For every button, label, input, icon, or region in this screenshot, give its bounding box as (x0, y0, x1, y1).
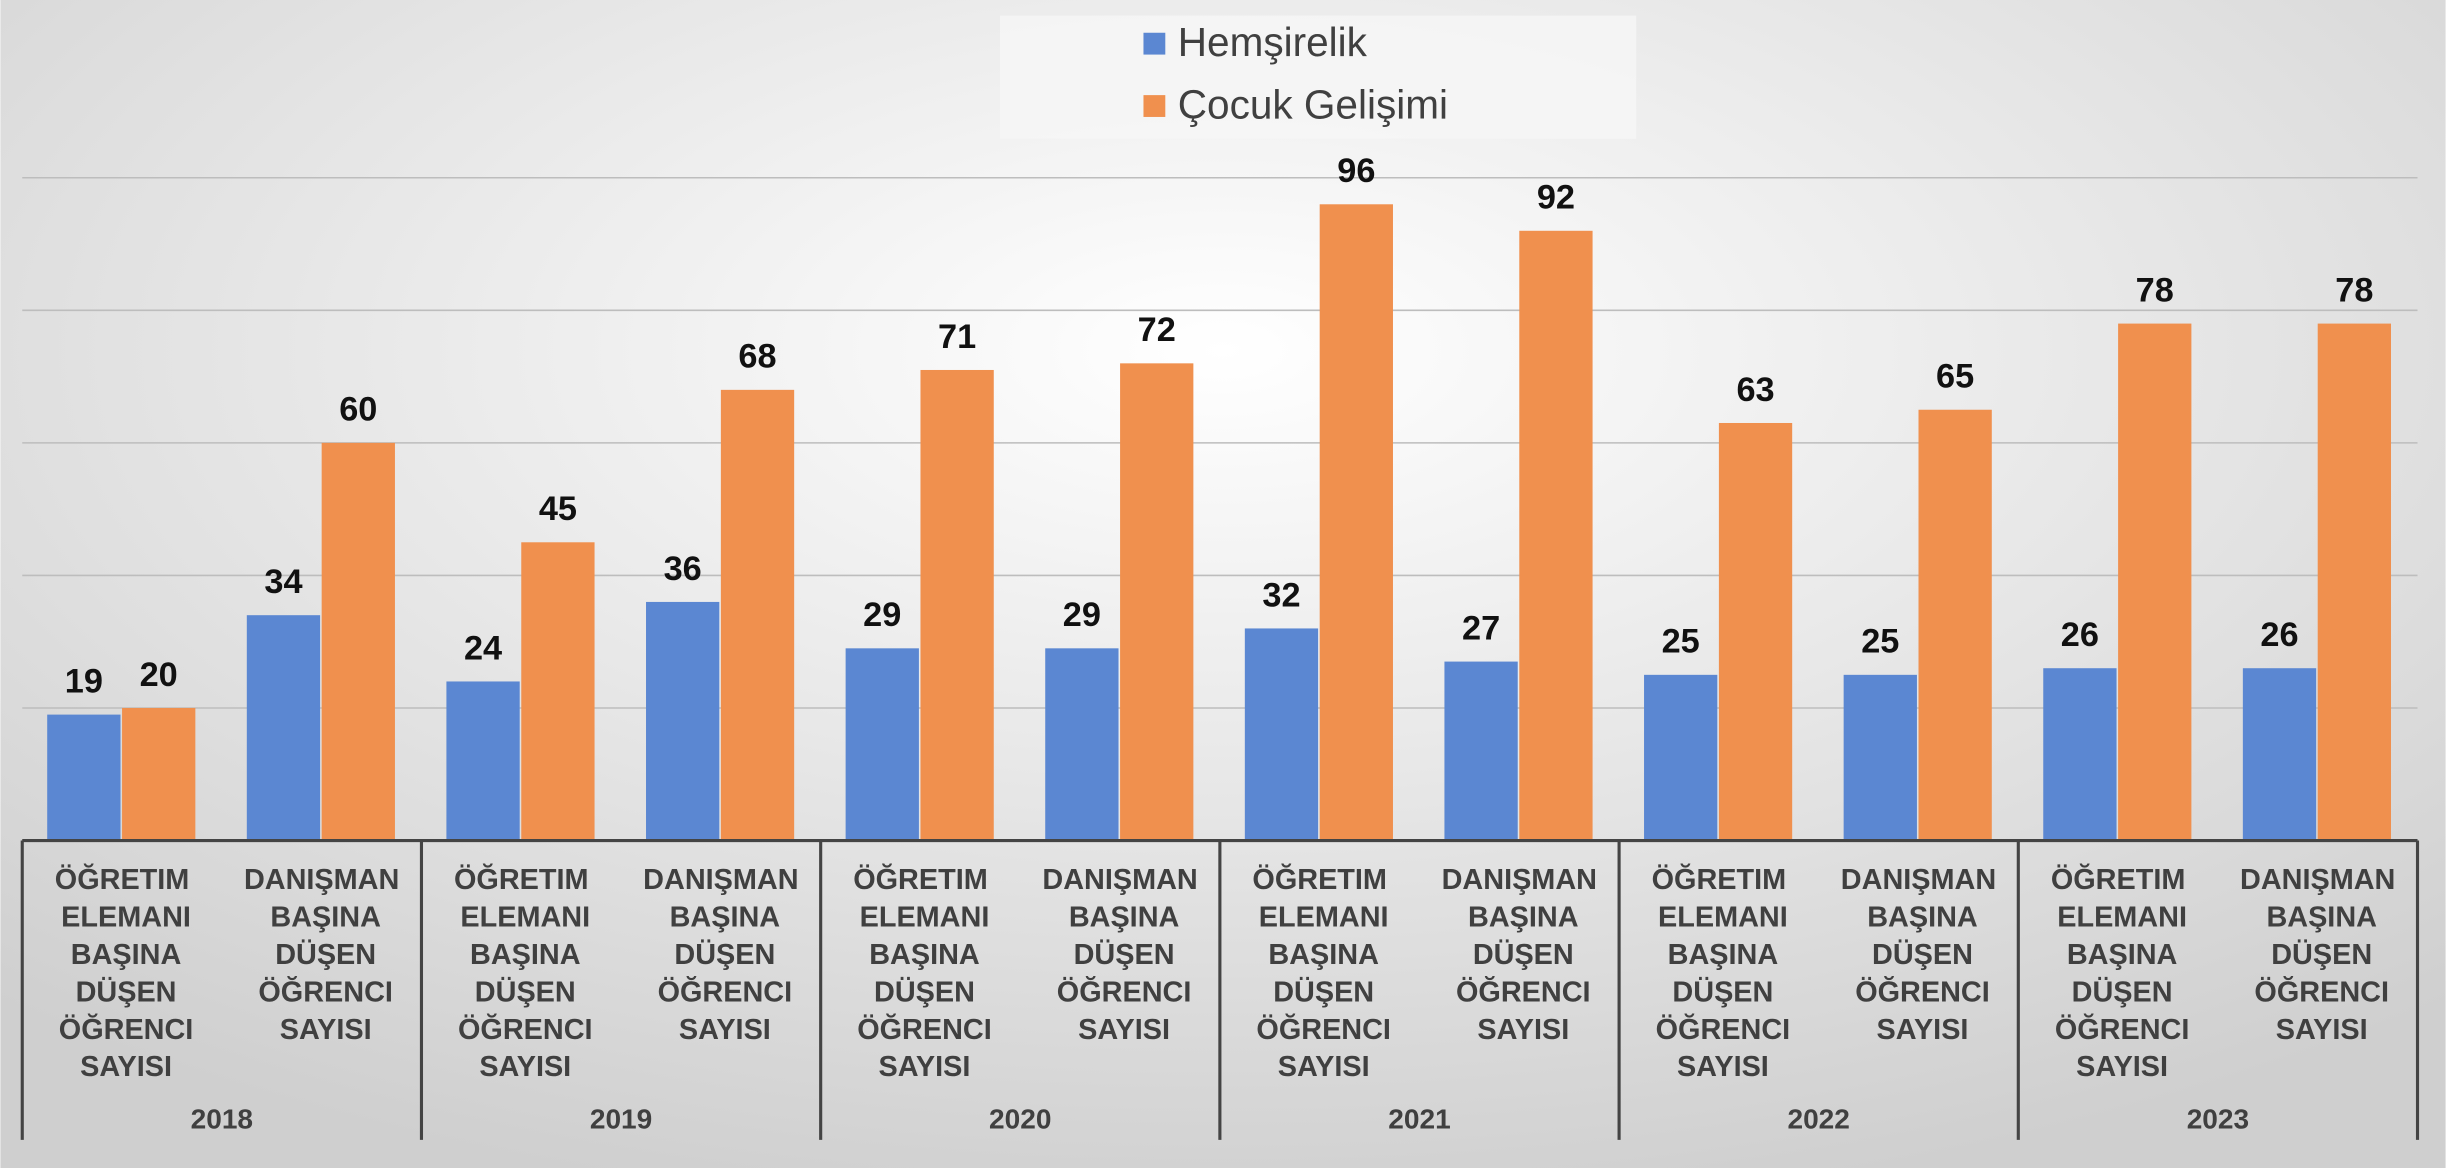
bar (1519, 230, 1593, 841)
bar (845, 648, 919, 841)
bar (122, 707, 196, 841)
bar (47, 714, 121, 841)
data-label: 68 (738, 338, 776, 376)
data-label: 71 (938, 318, 976, 356)
x-tick-label: ÖĞRETIM ELEMANI BAŞINA DÜŞEN ÖĞRENCI SAY… (849, 862, 992, 1083)
bar (2118, 323, 2192, 841)
x-tick-label: ÖĞRETIM ELEMANI BAŞINA DÜŞEN ÖĞRENCI SAY… (1248, 862, 1391, 1083)
data-label: 29 (1063, 596, 1101, 634)
data-label: 96 (1337, 152, 1375, 190)
data-label: 26 (2061, 616, 2099, 654)
data-label: 29 (863, 596, 901, 634)
bar (2043, 668, 2117, 841)
bar (720, 389, 795, 841)
bar (1319, 204, 1393, 841)
bar (1843, 674, 1917, 841)
data-label: 25 (1861, 623, 1899, 661)
bar (446, 681, 520, 841)
legend-label: Çocuk Gelişimi (1178, 81, 1448, 127)
data-label: 65 (1936, 358, 1974, 396)
bar (521, 542, 595, 841)
data-label: 92 (1537, 179, 1575, 217)
data-label: 20 (140, 656, 178, 694)
bar (1244, 628, 1319, 841)
data-label: 26 (2260, 616, 2298, 654)
data-label: 78 (2335, 271, 2373, 309)
group-label: 2018 (191, 1104, 253, 1135)
x-tick-label: ÖĞRETIM ELEMANI BAŞINA DÜŞEN ÖĞRENCI SAY… (2047, 862, 2190, 1083)
bar (1644, 674, 1718, 841)
data-label: 72 (1138, 311, 1176, 349)
legend-box (1000, 15, 1637, 139)
legend-swatch (1143, 95, 1166, 117)
x-tick-label: DANIŞMAN BAŞINA DÜŞEN ÖĞRENCI SAYISI (2240, 864, 2395, 1046)
data-label: 78 (2136, 271, 2174, 309)
bar (1718, 422, 1793, 841)
x-tick-label: DANIŞMAN BAŞINA DÜŞEN ÖĞRENCI SAYISI (1442, 864, 1597, 1046)
bar (1918, 409, 1992, 841)
data-label: 25 (1662, 623, 1700, 661)
data-label: 45 (539, 490, 577, 528)
data-label: 19 (65, 662, 103, 700)
x-tick-label: DANIŞMAN BAŞINA DÜŞEN ÖĞRENCI SAYISI (1841, 864, 1996, 1046)
data-label: 63 (1736, 371, 1774, 409)
x-tick-label: DANIŞMAN BAŞINA DÜŞEN ÖĞRENCI SAYISI (643, 864, 798, 1046)
legend-label: Hemşirelik (1178, 19, 1368, 65)
bar (2317, 323, 2391, 841)
bar (2242, 668, 2317, 841)
data-label: 24 (464, 629, 502, 667)
x-tick-label: DANIŞMAN BAŞINA DÜŞEN ÖĞRENCI SAYISI (1042, 864, 1197, 1046)
group-label: 2023 (2187, 1104, 2249, 1135)
bar (246, 615, 321, 841)
bar (920, 369, 994, 841)
x-tick-label: ÖĞRETIM ELEMANI BAŞINA DÜŞEN ÖĞRENCI SAY… (51, 862, 194, 1083)
bar (1045, 648, 1119, 841)
bar (1444, 661, 1518, 841)
data-label: 60 (339, 391, 377, 429)
group-label: 2019 (590, 1104, 652, 1135)
group-label: 2020 (989, 1104, 1051, 1135)
data-label: 34 (264, 563, 302, 601)
x-tick-label: ÖĞRETIM ELEMANI BAŞINA DÜŞEN ÖĞRENCI SAY… (450, 862, 593, 1083)
group-label: 2021 (1388, 1104, 1450, 1135)
x-tick-label: ÖĞRETIM ELEMANI BAŞINA DÜŞEN ÖĞRENCI SAY… (1648, 862, 1791, 1083)
legend-swatch (1143, 32, 1166, 55)
bar (321, 442, 395, 841)
bar (1120, 363, 1194, 841)
group-label: 2022 (1787, 1104, 1849, 1135)
data-label: 36 (664, 550, 702, 588)
data-label: 32 (1262, 576, 1300, 614)
bar (646, 601, 720, 841)
data-label: 27 (1462, 609, 1500, 647)
x-tick-label: DANIŞMAN BAŞINA DÜŞEN ÖĞRENCI SAYISI (244, 864, 399, 1046)
